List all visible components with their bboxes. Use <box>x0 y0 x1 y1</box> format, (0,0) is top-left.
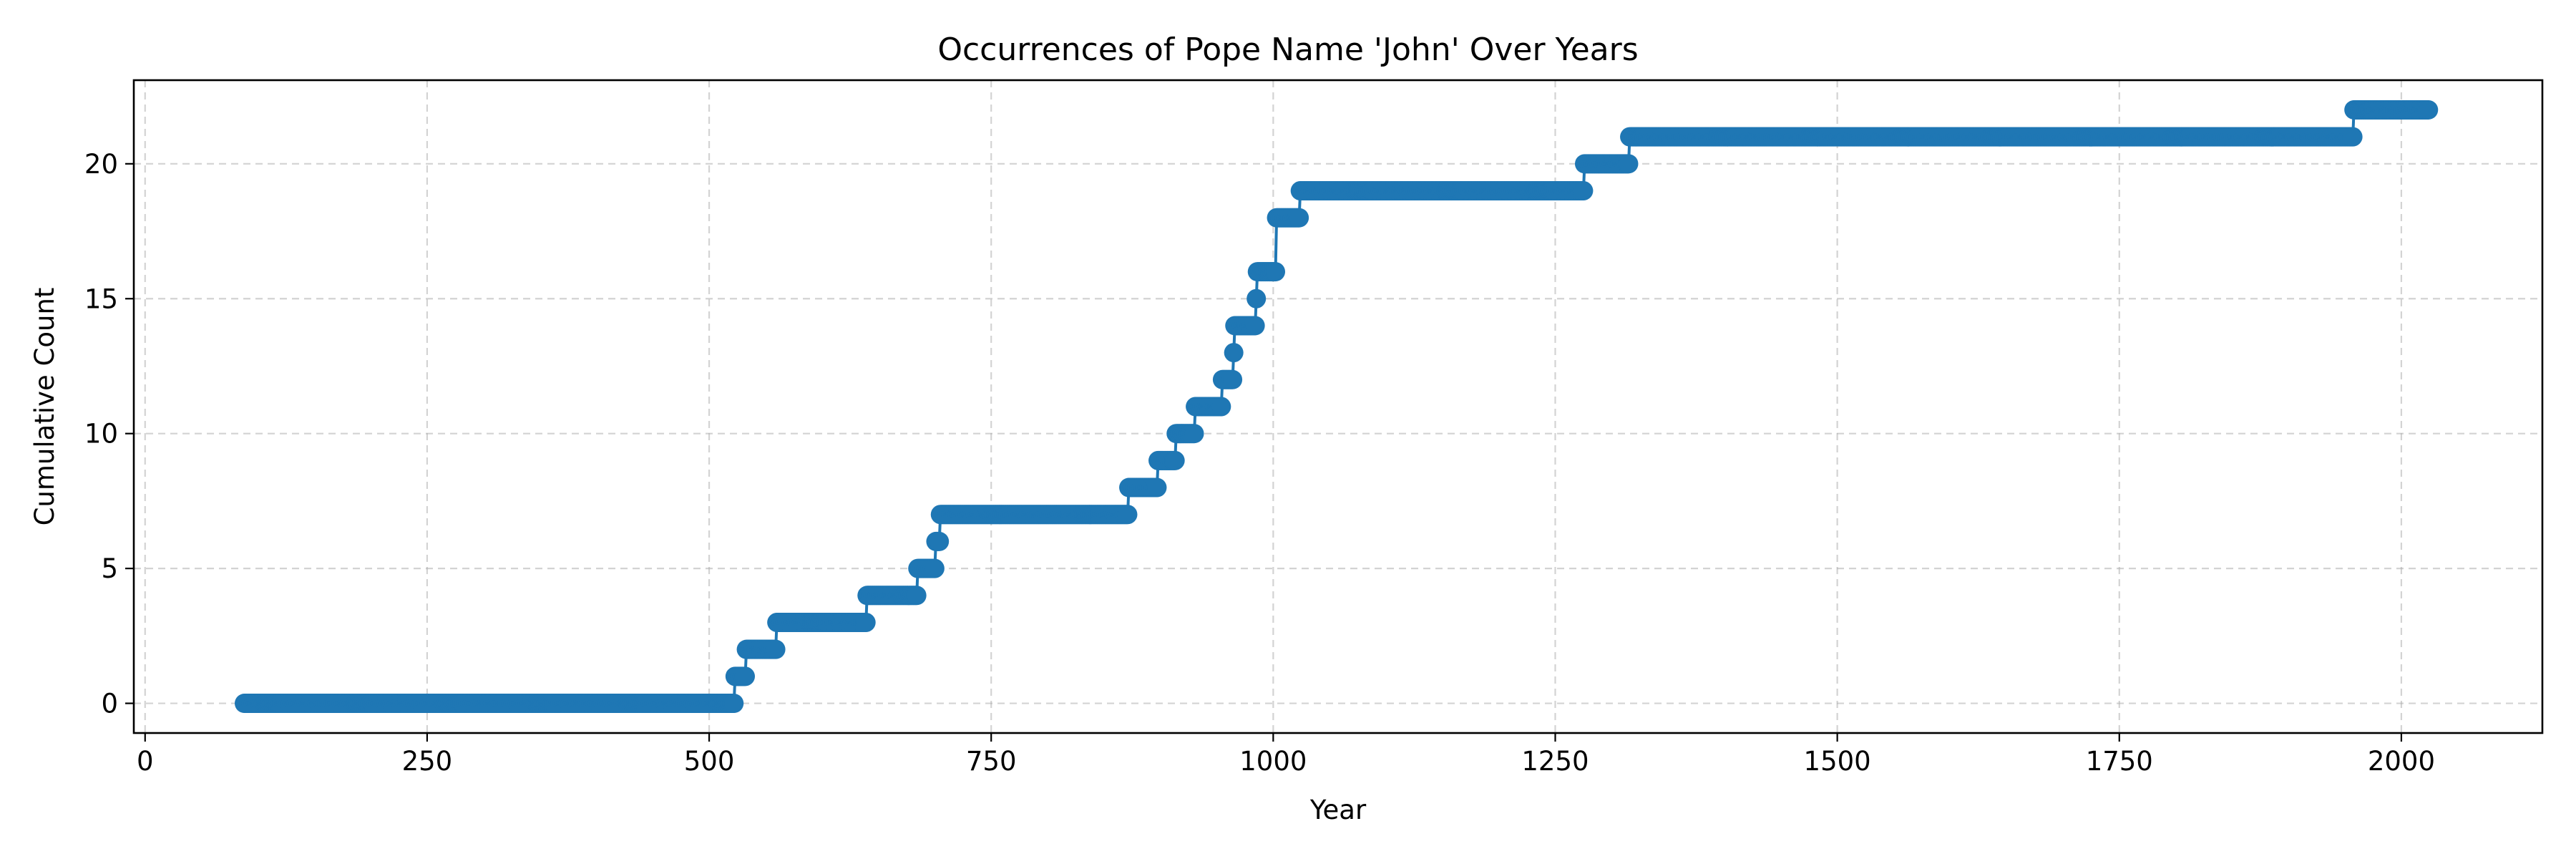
x-axis-label: Year <box>1309 795 1367 825</box>
x-tick-label: 2000 <box>2368 746 2435 777</box>
y-tick-label: 5 <box>101 553 118 584</box>
data-point <box>1211 397 1231 417</box>
data-point <box>2419 100 2439 120</box>
x-tick-label: 1750 <box>2086 746 2153 777</box>
data-point <box>1224 343 1244 363</box>
data-point <box>1266 262 1285 282</box>
x-tick-label: 0 <box>137 746 154 777</box>
x-tick-label: 750 <box>966 746 1017 777</box>
x-tick-label: 1000 <box>1239 746 1307 777</box>
y-tick-label: 20 <box>84 149 118 180</box>
data-point <box>907 586 927 606</box>
plot-frame <box>132 79 2544 734</box>
series-john <box>235 100 2439 714</box>
data-point <box>1184 424 1204 444</box>
x-tick-label: 1500 <box>1804 746 1871 777</box>
data-point <box>1223 369 1243 389</box>
y-axis: 0 5 10 15 20 <box>84 149 134 719</box>
data-point <box>924 558 945 578</box>
data-point <box>736 666 756 686</box>
x-tick-label: 250 <box>402 746 453 777</box>
data-point <box>2343 127 2363 147</box>
data-point <box>1246 288 1267 309</box>
data-point <box>766 639 786 659</box>
x-tick-label: 500 <box>684 746 735 777</box>
data-point <box>1574 181 1594 201</box>
x-axis: 0 250 500 750 1000 1250 1500 1750 2000 <box>137 733 2435 777</box>
data-point <box>856 612 876 632</box>
chart-title: Occurrences of Pope Name 'John' Over Yea… <box>937 31 1638 68</box>
data-point <box>1147 477 1167 498</box>
y-tick-label: 10 <box>84 419 118 450</box>
data-point <box>1245 316 1265 336</box>
y-tick-label: 15 <box>84 283 118 314</box>
data-point <box>930 531 950 551</box>
data-point <box>1619 154 1639 174</box>
data-point <box>1165 450 1185 470</box>
x-tick-label: 1250 <box>1521 746 1589 777</box>
data-point <box>1118 505 1138 525</box>
y-axis-label: Cumulative Count <box>29 288 60 526</box>
grid-lines <box>134 80 2542 733</box>
y-tick-label: 0 <box>101 689 118 719</box>
data-point <box>1289 208 1309 228</box>
data-point <box>724 694 744 714</box>
